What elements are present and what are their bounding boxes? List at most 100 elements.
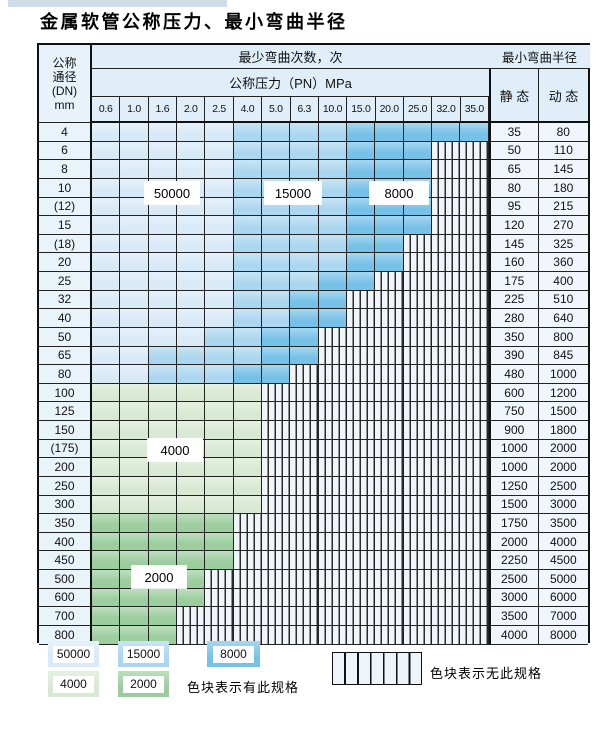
- static-radius-cell: 4000: [488, 625, 539, 645]
- cycles-label-15000: 15000: [265, 182, 321, 204]
- no-spec-cell: [432, 495, 461, 515]
- no-spec-cell: [403, 272, 433, 291]
- dynamic-radius-cell: 1000: [538, 365, 588, 384]
- no-spec-cell: [432, 290, 461, 310]
- spec-cell-4000: [120, 458, 149, 477]
- no-spec-cell: [432, 532, 461, 552]
- spec-cell-15000: [290, 272, 319, 291]
- spec-cell-4000: [148, 476, 178, 496]
- pressure-tick: 20.0: [375, 97, 404, 123]
- no-spec-cell: [403, 383, 433, 403]
- no-spec-cell: [375, 476, 404, 496]
- no-spec-cell: [460, 476, 489, 496]
- static-radius-cell: 160: [488, 253, 539, 272]
- dn-cell: 6: [39, 141, 92, 161]
- no-spec-cell: [347, 421, 376, 440]
- no-spec-cell: [460, 160, 489, 179]
- no-spec-cell: [318, 421, 348, 440]
- table-row: 40 280 640: [39, 309, 588, 328]
- spec-cell-4000: [205, 458, 234, 477]
- spec-cell-50000: [205, 234, 234, 254]
- spec-cell-50000: [177, 141, 206, 161]
- static-radius-cell: 225: [488, 290, 539, 310]
- dynamic-radius-cell: 145: [538, 160, 588, 179]
- spec-cell-50000: [148, 253, 178, 272]
- spec-cell-4000: [92, 495, 121, 515]
- table-row: 80 480 1000: [39, 365, 588, 384]
- spec-cell-50000: [205, 272, 234, 291]
- spec-cell-15000: [233, 272, 263, 291]
- spec-cell-15000: [205, 365, 234, 384]
- pressure-ticks: 0.6 1.0 1.6 2.0 2.5 4.0 5.0 6.3 10.0 15.0 20.0 25.0…: [92, 97, 489, 123]
- spec-cell-15000: [262, 141, 291, 161]
- no-spec-cell: [347, 532, 376, 552]
- dynamic-radius-cell: 4000: [538, 532, 588, 552]
- spec-cell-8000: [375, 141, 404, 161]
- spec-cell-8000: [375, 234, 404, 254]
- no-spec-cell: [403, 365, 433, 384]
- static-radius-cell: 1000: [488, 458, 539, 477]
- no-spec-cell: [432, 458, 461, 477]
- no-spec-cell: [347, 309, 376, 328]
- spec-cell-50000: [177, 327, 206, 347]
- spec-cell-2000: [92, 514, 121, 533]
- pressure-tick: 5.0: [262, 97, 291, 123]
- spec-cell-8000: [347, 216, 376, 235]
- spec-cell-8000: [318, 272, 348, 291]
- spec-cell-15000: [233, 309, 263, 328]
- no-spec-cell: [347, 439, 376, 459]
- no-spec-cell: [403, 253, 433, 272]
- dynamic-radius-cell: 400: [538, 272, 588, 291]
- dn-header-line: 通径: [52, 69, 77, 84]
- spec-cell-8000: [347, 234, 376, 254]
- no-spec-cell: [403, 346, 433, 366]
- table-row: 300 1500 3000: [39, 495, 588, 515]
- spec-cell-2000: [177, 551, 206, 570]
- spec-cell-50000: [92, 365, 121, 384]
- spec-cell-15000: [177, 365, 206, 384]
- no-spec-cell: [460, 290, 489, 310]
- spec-cell-8000: [262, 327, 291, 347]
- spec-cell-8000: [347, 178, 376, 198]
- no-spec-cell: [460, 253, 489, 272]
- spec-cell-50000: [205, 123, 234, 142]
- static-radius-cell: 900: [488, 421, 539, 440]
- spec-cell-4000: [92, 476, 121, 496]
- no-spec-cell: [290, 607, 319, 626]
- table-body: 4 35 80 6 50 110 8 65 145 10 80 180 (12) 95 215 15 120 27…: [39, 123, 588, 645]
- dn-cell: 300: [39, 495, 92, 515]
- no-spec-cell: [403, 476, 433, 496]
- dynamic-radius-cell: 510: [538, 290, 588, 310]
- dynamic-radius-cell: 6000: [538, 588, 588, 608]
- dn-cell: 15: [39, 216, 92, 235]
- legend-no-spec-swatch: [332, 652, 422, 685]
- no-spec-cell: [347, 383, 376, 403]
- no-spec-cell: [347, 402, 376, 421]
- no-spec-cell: [460, 272, 489, 291]
- spec-cell-8000: [233, 365, 263, 384]
- no-spec-cell: [233, 532, 263, 552]
- spec-cell-15000: [318, 141, 348, 161]
- table-row: 600 3000 6000: [39, 588, 588, 608]
- static-radius-cell: 80: [488, 178, 539, 198]
- no-spec-cell: [318, 570, 348, 589]
- pressure-tick: 32.0: [432, 97, 461, 123]
- cycles-label-50000: 50000: [145, 182, 199, 204]
- dn-header-line: mm: [54, 97, 75, 112]
- dn-cell: (18): [39, 234, 92, 254]
- no-spec-cell: [403, 327, 433, 347]
- spec-cell-15000: [290, 123, 319, 142]
- dynamic-radius-cell: 4500: [538, 551, 588, 570]
- no-spec-cell: [375, 458, 404, 477]
- no-spec-cell: [318, 383, 348, 403]
- header-right: 最小弯曲半径 静 态 动 态: [489, 45, 590, 123]
- static-radius-cell: 280: [488, 309, 539, 328]
- no-spec-cell: [290, 476, 319, 496]
- spec-cell-2000: [92, 625, 121, 645]
- no-spec-cell: [460, 197, 489, 217]
- spec-cell-15000: [233, 327, 263, 347]
- no-spec-cell: [290, 365, 319, 384]
- no-spec-cell: [233, 570, 263, 589]
- spec-cell-8000: [375, 160, 404, 179]
- spec-cell-4000: [92, 383, 121, 403]
